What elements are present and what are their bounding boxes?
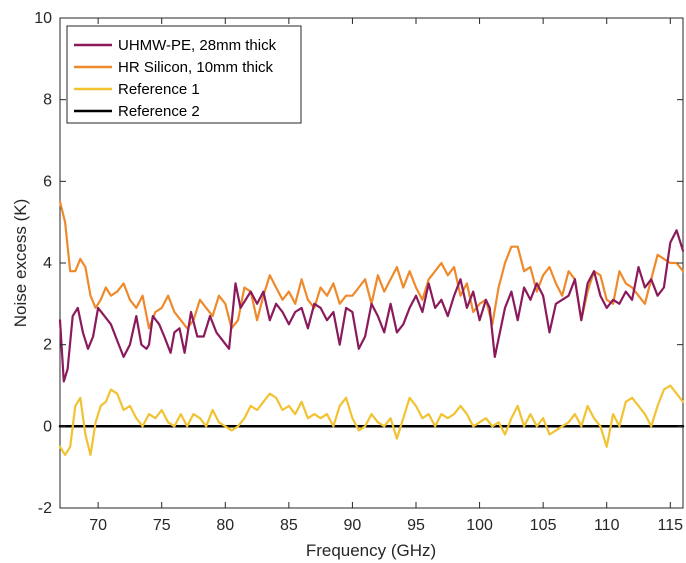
x-tick-label: 90 <box>344 517 362 534</box>
legend-label: Reference 1 <box>118 81 200 98</box>
x-tick-label: 95 <box>407 517 425 534</box>
y-tick-label: 4 <box>43 255 52 272</box>
y-tick-label: 6 <box>43 173 52 190</box>
legend: UHMW-PE, 28mm thick HR Silicon, 10mm thic… <box>67 26 301 123</box>
x-tick-label: 115 <box>658 517 684 534</box>
x-tick-label: 100 <box>466 517 493 534</box>
x-tick-label: 110 <box>594 517 620 534</box>
y-tick-label: 0 <box>43 418 52 435</box>
y-tick-label: 8 <box>43 92 52 109</box>
x-tick-label: 80 <box>216 517 234 534</box>
legend-label: HR Silicon, 10mm thick <box>118 59 274 76</box>
x-tick-label: 85 <box>280 517 298 534</box>
legend-label: UHMW-PE, 28mm thick <box>118 37 277 54</box>
x-axis-label: Frequency (GHz) <box>306 541 436 560</box>
y-tick-label: -2 <box>38 500 52 517</box>
y-axis-label: Noise excess (K) <box>11 199 30 327</box>
x-tick-label: 105 <box>530 517 557 534</box>
legend-label: Reference 2 <box>118 103 200 120</box>
x-tick-label: 75 <box>153 517 171 534</box>
y-tick-label: 2 <box>43 337 52 354</box>
x-tick-label: 70 <box>89 517 107 534</box>
y-tick-label: 10 <box>34 10 52 27</box>
